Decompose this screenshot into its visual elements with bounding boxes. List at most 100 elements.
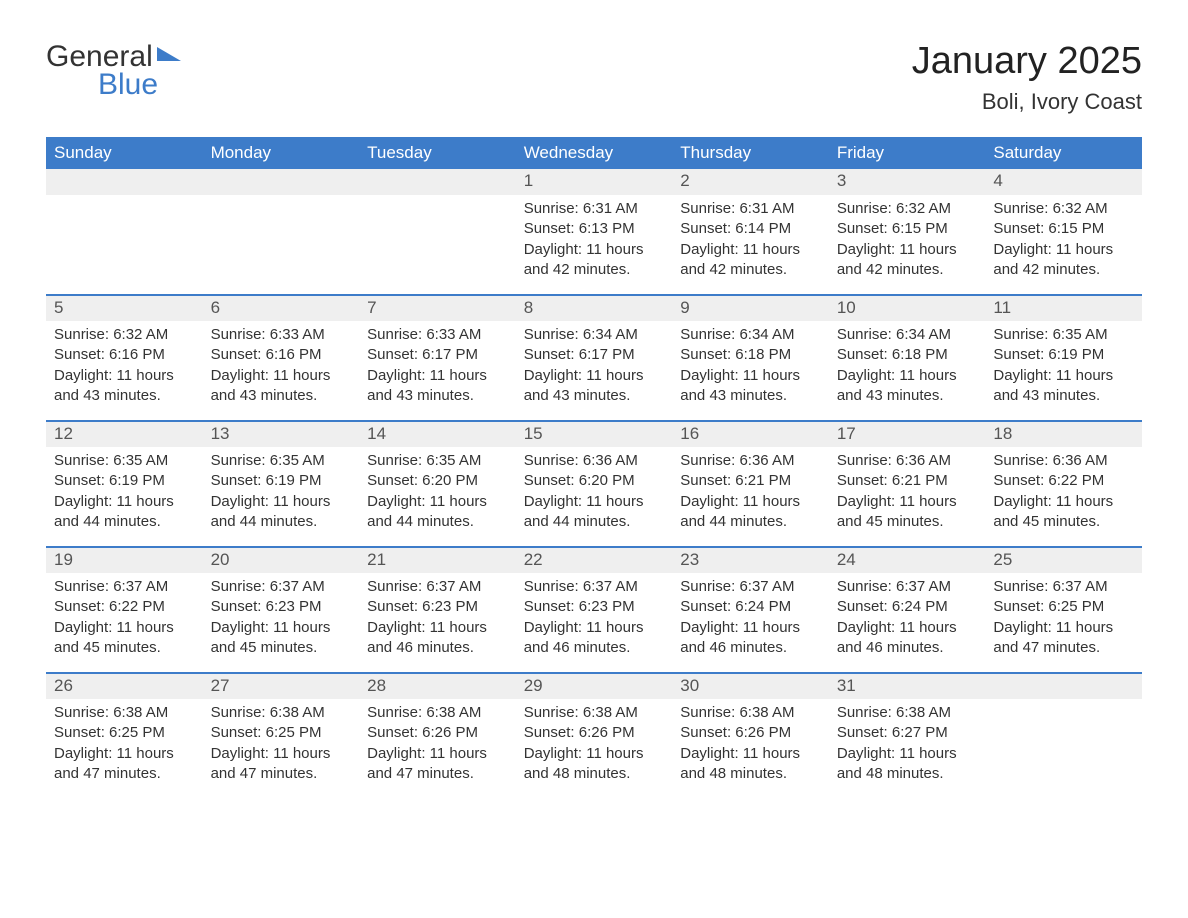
day-number: 3 <box>829 169 986 195</box>
day-number: 21 <box>359 547 516 573</box>
day-number: 23 <box>672 547 829 573</box>
day-cell: Sunrise: 6:37 AMSunset: 6:24 PMDaylight:… <box>672 573 829 673</box>
location: Boli, Ivory Coast <box>912 89 1142 115</box>
sunrise-text: Sunrise: 6:34 AM <box>680 325 821 345</box>
daylight-text: Daylight: 11 hours and 43 minutes. <box>524 366 665 407</box>
sunrise-text: Sunrise: 6:36 AM <box>680 451 821 471</box>
day-number-row: 262728293031 <box>46 673 1142 699</box>
daylight-text: Daylight: 11 hours and 48 minutes. <box>680 744 821 785</box>
day-number: 15 <box>516 421 673 447</box>
sunset-text: Sunset: 6:23 PM <box>367 597 508 617</box>
day-cell: Sunrise: 6:36 AMSunset: 6:21 PMDaylight:… <box>672 447 829 547</box>
day-cell: Sunrise: 6:38 AMSunset: 6:25 PMDaylight:… <box>203 699 360 799</box>
day-cell: Sunrise: 6:33 AMSunset: 6:16 PMDaylight:… <box>203 321 360 421</box>
sunset-text: Sunset: 6:25 PM <box>211 723 352 743</box>
sunset-text: Sunset: 6:16 PM <box>211 345 352 365</box>
sunrise-text: Sunrise: 6:38 AM <box>837 703 978 723</box>
sunset-text: Sunset: 6:20 PM <box>524 471 665 491</box>
sunrise-text: Sunrise: 6:33 AM <box>367 325 508 345</box>
day-cell <box>359 195 516 295</box>
daylight-text: Daylight: 11 hours and 48 minutes. <box>837 744 978 785</box>
day-cell: Sunrise: 6:31 AMSunset: 6:14 PMDaylight:… <box>672 195 829 295</box>
day-content-row: Sunrise: 6:32 AMSunset: 6:16 PMDaylight:… <box>46 321 1142 421</box>
sunrise-text: Sunrise: 6:34 AM <box>837 325 978 345</box>
day-number: 2 <box>672 169 829 195</box>
day-cell: Sunrise: 6:37 AMSunset: 6:22 PMDaylight:… <box>46 573 203 673</box>
day-number: 10 <box>829 295 986 321</box>
daylight-text: Daylight: 11 hours and 47 minutes. <box>54 744 195 785</box>
day-header: Friday <box>829 137 986 169</box>
day-header: Monday <box>203 137 360 169</box>
day-header: Saturday <box>985 137 1142 169</box>
logo-word2: Blue <box>98 68 181 102</box>
daylight-text: Daylight: 11 hours and 43 minutes. <box>680 366 821 407</box>
sunset-text: Sunset: 6:21 PM <box>837 471 978 491</box>
day-cell: Sunrise: 6:36 AMSunset: 6:22 PMDaylight:… <box>985 447 1142 547</box>
sunset-text: Sunset: 6:23 PM <box>524 597 665 617</box>
daylight-text: Daylight: 11 hours and 45 minutes. <box>837 492 978 533</box>
day-number: 29 <box>516 673 673 699</box>
day-number: 4 <box>985 169 1142 195</box>
day-header: Wednesday <box>516 137 673 169</box>
day-cell <box>46 195 203 295</box>
sunrise-text: Sunrise: 6:33 AM <box>211 325 352 345</box>
day-number: 7 <box>359 295 516 321</box>
day-cell: Sunrise: 6:38 AMSunset: 6:27 PMDaylight:… <box>829 699 986 799</box>
daylight-text: Daylight: 11 hours and 44 minutes. <box>524 492 665 533</box>
sunrise-text: Sunrise: 6:34 AM <box>524 325 665 345</box>
day-header: Thursday <box>672 137 829 169</box>
day-cell: Sunrise: 6:36 AMSunset: 6:20 PMDaylight:… <box>516 447 673 547</box>
day-number-row: 19202122232425 <box>46 547 1142 573</box>
sunset-text: Sunset: 6:19 PM <box>993 345 1134 365</box>
day-number: 26 <box>46 673 203 699</box>
logo: General Blue <box>46 40 181 102</box>
sunset-text: Sunset: 6:18 PM <box>680 345 821 365</box>
day-number: 27 <box>203 673 360 699</box>
daylight-text: Daylight: 11 hours and 44 minutes. <box>680 492 821 533</box>
day-number: 20 <box>203 547 360 573</box>
sunset-text: Sunset: 6:13 PM <box>524 219 665 239</box>
logo-flag-icon <box>157 47 181 61</box>
sunset-text: Sunset: 6:16 PM <box>54 345 195 365</box>
sunrise-text: Sunrise: 6:37 AM <box>837 577 978 597</box>
sunrise-text: Sunrise: 6:35 AM <box>211 451 352 471</box>
daylight-text: Daylight: 11 hours and 46 minutes. <box>837 618 978 659</box>
day-cell: Sunrise: 6:33 AMSunset: 6:17 PMDaylight:… <box>359 321 516 421</box>
day-number-row: 12131415161718 <box>46 421 1142 447</box>
daylight-text: Daylight: 11 hours and 43 minutes. <box>54 366 195 407</box>
sunrise-text: Sunrise: 6:37 AM <box>524 577 665 597</box>
sunset-text: Sunset: 6:19 PM <box>211 471 352 491</box>
day-cell: Sunrise: 6:31 AMSunset: 6:13 PMDaylight:… <box>516 195 673 295</box>
sunset-text: Sunset: 6:14 PM <box>680 219 821 239</box>
day-cell: Sunrise: 6:37 AMSunset: 6:24 PMDaylight:… <box>829 573 986 673</box>
sunrise-text: Sunrise: 6:38 AM <box>211 703 352 723</box>
day-cell: Sunrise: 6:34 AMSunset: 6:18 PMDaylight:… <box>829 321 986 421</box>
sunset-text: Sunset: 6:25 PM <box>993 597 1134 617</box>
sunrise-text: Sunrise: 6:31 AM <box>524 199 665 219</box>
day-number: 8 <box>516 295 673 321</box>
day-cell: Sunrise: 6:38 AMSunset: 6:26 PMDaylight:… <box>359 699 516 799</box>
daylight-text: Daylight: 11 hours and 47 minutes. <box>211 744 352 785</box>
daylight-text: Daylight: 11 hours and 43 minutes. <box>993 366 1134 407</box>
daylight-text: Daylight: 11 hours and 43 minutes. <box>367 366 508 407</box>
daylight-text: Daylight: 11 hours and 44 minutes. <box>54 492 195 533</box>
daylight-text: Daylight: 11 hours and 42 minutes. <box>680 240 821 281</box>
sunrise-text: Sunrise: 6:36 AM <box>993 451 1134 471</box>
day-number: 11 <box>985 295 1142 321</box>
day-cell: Sunrise: 6:37 AMSunset: 6:23 PMDaylight:… <box>516 573 673 673</box>
sunset-text: Sunset: 6:18 PM <box>837 345 978 365</box>
day-number: 9 <box>672 295 829 321</box>
sunset-text: Sunset: 6:22 PM <box>54 597 195 617</box>
day-header: Sunday <box>46 137 203 169</box>
daylight-text: Daylight: 11 hours and 44 minutes. <box>367 492 508 533</box>
day-header-row: Sunday Monday Tuesday Wednesday Thursday… <box>46 137 1142 169</box>
day-cell: Sunrise: 6:38 AMSunset: 6:26 PMDaylight:… <box>672 699 829 799</box>
sunset-text: Sunset: 6:15 PM <box>993 219 1134 239</box>
sunset-text: Sunset: 6:26 PM <box>680 723 821 743</box>
day-number: 14 <box>359 421 516 447</box>
daylight-text: Daylight: 11 hours and 48 minutes. <box>524 744 665 785</box>
daylight-text: Daylight: 11 hours and 42 minutes. <box>993 240 1134 281</box>
calendar-table: Sunday Monday Tuesday Wednesday Thursday… <box>46 137 1142 799</box>
sunset-text: Sunset: 6:26 PM <box>524 723 665 743</box>
sunrise-text: Sunrise: 6:38 AM <box>524 703 665 723</box>
